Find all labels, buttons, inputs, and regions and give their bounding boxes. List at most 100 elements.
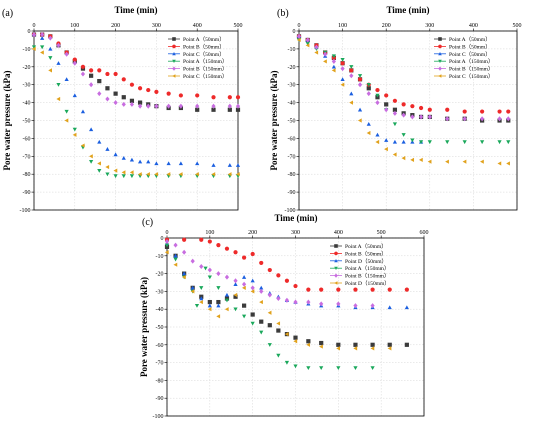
data-point — [216, 243, 221, 248]
data-point — [182, 249, 187, 255]
data-point — [97, 168, 102, 173]
y-tick-label: -80 — [23, 172, 31, 178]
data-point — [227, 107, 232, 112]
x-tick-label: 500 — [513, 23, 522, 29]
data-point — [401, 155, 406, 161]
y-tick-label: -20 — [156, 272, 164, 278]
data-point — [284, 360, 290, 365]
data-point — [31, 45, 37, 50]
data-point — [306, 342, 311, 347]
data-point — [259, 319, 264, 324]
data-point — [97, 91, 102, 97]
data-point — [410, 157, 415, 162]
data-point — [267, 267, 272, 273]
data-point — [293, 299, 298, 305]
y-tick-label: -50 — [23, 119, 31, 125]
data-point — [173, 257, 178, 262]
x-tick-label: 0 — [298, 23, 301, 29]
legend-label: Point A（150mm） — [449, 58, 493, 65]
data-point — [146, 87, 151, 93]
data-point — [129, 82, 135, 87]
legend-marker — [438, 52, 442, 56]
y-tick-label: -10 — [156, 254, 164, 260]
series-5 — [31, 46, 240, 177]
data-point — [146, 159, 151, 164]
legend-marker — [172, 59, 176, 63]
series-5 — [164, 250, 392, 351]
data-point — [129, 174, 135, 179]
data-point — [462, 159, 467, 164]
legend-label: Point A（50mm） — [449, 36, 491, 43]
data-point — [211, 163, 216, 167]
data-point — [242, 281, 247, 287]
data-point — [64, 51, 69, 57]
y-tick-label: -50 — [156, 325, 164, 331]
y-tick-label: -40 — [288, 101, 296, 107]
data-point — [146, 103, 151, 109]
chart-panel-0: 0 100 200 300 400 500 0 -10 -20 -30 -40 -50 -60 -70 -8… — [2, 5, 243, 214]
data-point — [166, 103, 171, 109]
data-point — [40, 36, 45, 40]
data-point — [392, 110, 398, 116]
data-point — [392, 98, 398, 103]
data-point — [195, 107, 200, 112]
data-point — [199, 237, 204, 242]
data-point — [349, 91, 354, 96]
data-point — [154, 161, 159, 166]
data-point — [182, 275, 186, 280]
data-point — [178, 103, 183, 109]
data-point — [293, 364, 298, 369]
x-tick-label: 0 — [33, 23, 36, 29]
data-point — [224, 292, 230, 297]
data-point — [366, 121, 371, 126]
data-point — [370, 287, 375, 292]
x-tick-label: 400 — [193, 23, 202, 29]
data-point — [216, 299, 221, 305]
data-point — [305, 43, 310, 48]
series-4 — [164, 239, 375, 309]
y-tick-label: -20 — [288, 65, 296, 71]
data-point — [506, 116, 511, 122]
data-point — [480, 116, 485, 122]
y-axis-label: Pore water pressure (kPa) — [269, 70, 279, 170]
data-point — [89, 82, 94, 88]
data-point — [72, 57, 77, 62]
data-point — [404, 342, 409, 347]
legend-label: Point B（150mm） — [449, 66, 493, 73]
x-axis-label: Time (min) — [114, 5, 157, 15]
x-tick-label: 400 — [469, 23, 478, 29]
legend: Point A（50mm）Point B（50mm）Point C（50mm）P… — [434, 36, 493, 80]
data-point — [401, 112, 406, 118]
data-point — [284, 278, 290, 283]
data-point — [80, 64, 86, 69]
legend-marker — [172, 52, 176, 56]
panel-label: (a) — [2, 8, 13, 19]
data-point — [427, 107, 432, 112]
data-point — [387, 346, 392, 351]
y-tick-label: -30 — [23, 83, 31, 89]
data-point — [353, 346, 358, 351]
chart-panel-1: 0 100 200 300 400 500 0 -10 -20 -30 -40 -50 -60 -70 -8… — [269, 5, 522, 214]
data-point — [199, 286, 204, 290]
data-point — [250, 321, 255, 326]
data-point — [113, 168, 118, 173]
x-tick-label: 200 — [111, 23, 120, 29]
data-point — [427, 140, 432, 145]
x-tick-label: 300 — [425, 23, 434, 29]
data-point — [336, 366, 341, 371]
data-point — [384, 102, 389, 107]
legend-marker — [172, 74, 176, 78]
x-tick-label: 100 — [338, 23, 347, 29]
series-2 — [296, 34, 424, 144]
x-axis-label: Time (min) — [386, 5, 429, 15]
data-point — [370, 346, 375, 351]
data-point — [129, 98, 135, 103]
x-axis-label: Time (min) — [274, 213, 317, 223]
data-point — [250, 278, 255, 283]
legend-label: Point B（50mm） — [183, 43, 225, 50]
y-tick-label: -60 — [288, 136, 296, 142]
data-point — [267, 292, 272, 298]
data-point — [227, 103, 232, 109]
y-axis-label: Pore water pressure (kPa) — [139, 277, 149, 377]
